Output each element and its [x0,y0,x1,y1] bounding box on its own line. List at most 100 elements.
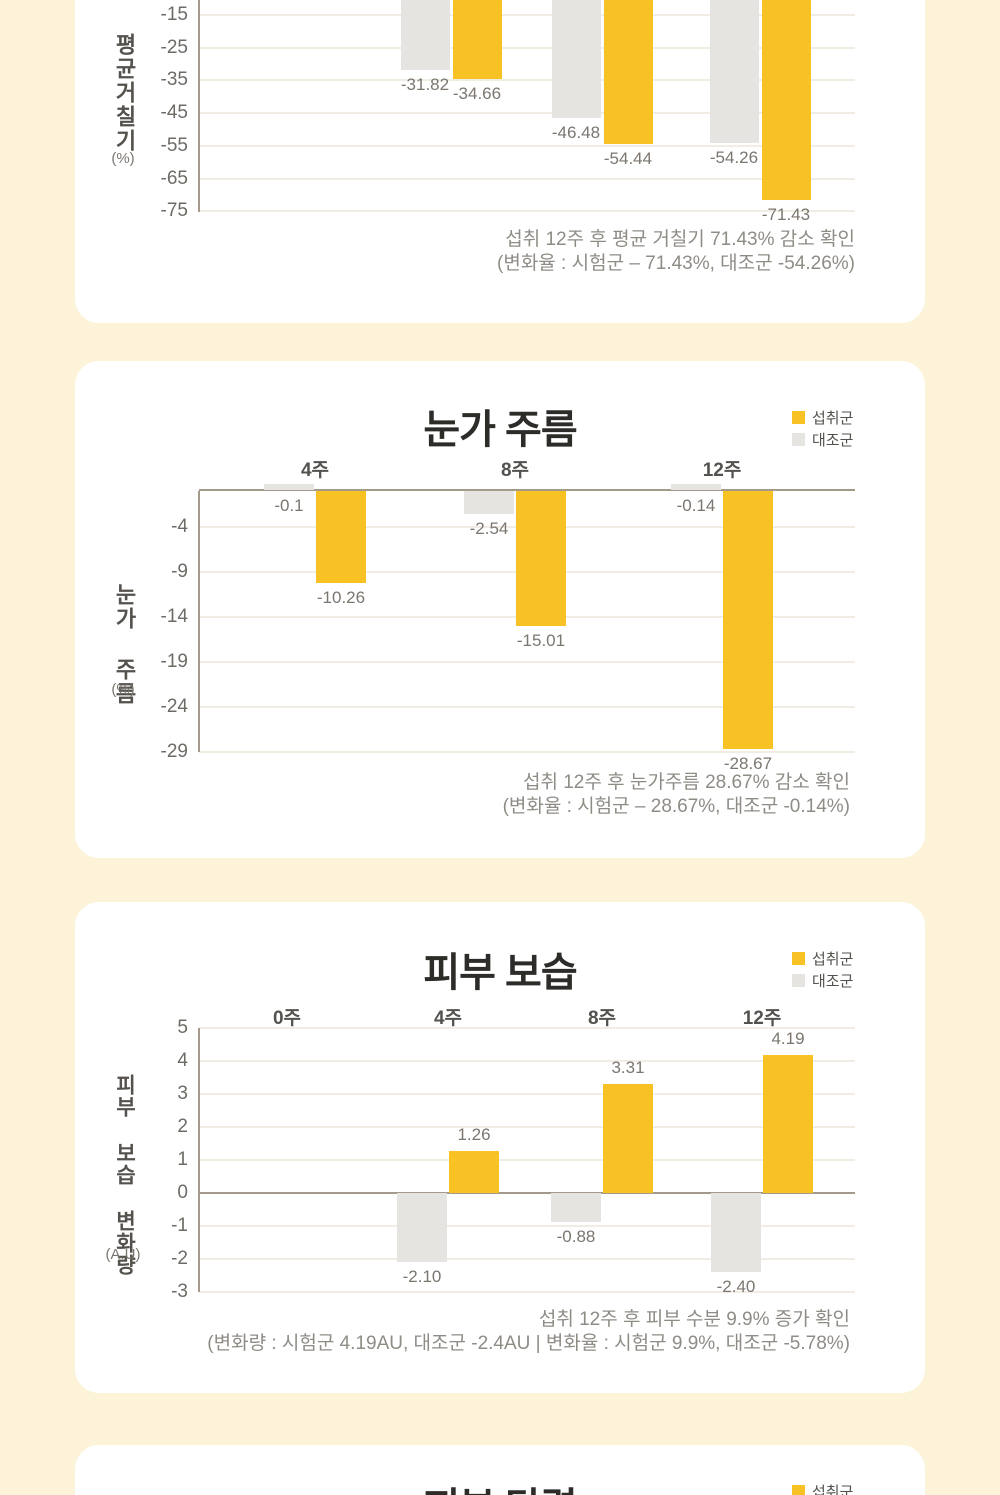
legend-item-intake: 섭취군 [792,406,853,428]
category-label: 4주 [433,1008,463,1029]
caption-line: 섭취 12주 후 눈가주름 28.67% 감소 확인 [522,772,850,793]
bar-intake [761,0,811,200]
chart-title: 피부 탄력 [75,1475,925,1495]
bar-intake [316,491,366,584]
bar-control [709,0,759,144]
y-tick-label: -65 [160,167,188,189]
chart-legend: 섭취군 대조군 [792,406,853,450]
bar-intake [763,1054,813,1193]
gridline [199,46,855,49]
y-axis-title: 평균거칠기 [112,33,137,153]
gridline [199,112,855,115]
gridline [199,1291,855,1293]
category-label: 12주 [702,460,742,481]
bar-control [551,1193,601,1223]
bar-value-label: 4.19 [771,1028,805,1048]
gridline [199,144,855,147]
bar-value-label: -31.82 [400,75,450,95]
bar-value-label: -2.54 [469,518,509,538]
chart-card-elasticity: 피부 탄력 섭취군 [75,1445,925,1495]
gridline [199,79,855,82]
legend-label-intake: 섭취군 [812,409,854,427]
bar-value-label: -0.88 [556,1227,596,1247]
intake-swatch-icon [792,951,805,965]
y-axis-line [198,0,200,212]
bar-value-label: -28.67 [723,754,773,774]
bar-intake [723,491,773,750]
plot-area-moisture: 5 4 3 2 1 0 -1 -2 -3 0주 4주 8주 12주 -2.10 1.26 -0.88 3.31 -… [75,902,925,1393]
gridline [199,706,855,708]
plot-area-roughness: -15 -25 -35 -45 -55 -65 -75 -31.82 -34.66 -46.48-… [75,0,925,323]
legend-item-control: 대조군 [792,969,853,991]
y-tick-label: -1 [171,1215,188,1236]
gridline [199,1060,855,1062]
y-axis-line [198,491,200,752]
y-tick-label: -4 [171,516,188,537]
gridline [199,1225,855,1227]
y-tick-label: -75 [160,200,188,222]
chart-legend: 섭취군 [792,1480,853,1495]
chart-card-roughness: 평균거칠기 (%) -15 -25 -35 -45 -55 -65 -75 -31.82 -34… [75,0,925,323]
y-tick-label: -35 [160,69,188,91]
legend-label-control: 대조군 [812,972,854,990]
gridline [199,177,855,180]
legend-item-intake: 섭취군 [792,947,853,969]
y-tick-label: -45 [160,102,188,124]
bar-intake [603,0,653,145]
legend-item-intake: 섭취군 [792,1480,853,1495]
category-label: 8주 [587,1008,617,1029]
zero-baseline [199,1192,855,1194]
legend-label-intake: 섭취군 [812,950,854,968]
chart-caption-eye-wrinkle: 섭취 12주 후 눈가주름 28.67% 감소 확인 (변화율 : 시험군 – … [503,771,850,819]
bar-control [397,1193,447,1263]
bar-value-label: -2.10 [402,1267,442,1287]
bar-value-label: 1.26 [457,1125,491,1145]
bar-intake [452,0,502,80]
chart-title: 피부 보습 [423,951,577,995]
y-tick-label: -24 [160,696,188,717]
gridline [199,1027,855,1029]
caption-line: (변화율 : 시험군 – 71.43%, 대조군 -54.26%) [497,253,855,274]
caption-line: 섭취 12주 후 평균 거칠기 71.43% 감소 확인 [505,229,855,250]
category-label: 12주 [742,1008,782,1029]
bar-value-label: -2.40 [716,1277,756,1297]
bar-control [464,491,514,514]
bar-control [711,1193,761,1273]
bar-control [671,484,721,490]
bar-control [264,484,314,490]
y-tick-label: -2 [171,1248,188,1269]
y-axis-unit: (A.U) [105,1246,141,1263]
y-axis-title: 피부 보습 변화량 [113,1074,136,1276]
y-tick-label: 2 [177,1116,188,1137]
y-tick-label: 1 [177,1149,188,1170]
chart-caption-roughness: 섭취 12주 후 평균 거칠기 71.43% 감소 확인 (변화율 : 시험군 … [497,228,855,276]
category-label: 4주 [300,460,330,481]
bar-value-label: -71.43 [761,204,811,224]
legend-label-control: 대조군 [812,431,854,449]
bar-intake [449,1151,499,1193]
chart-caption-moisture: 섭취 12주 후 피부 수분 9.9% 증가 확인 (변화량 : 시험군 4.1… [207,1308,850,1356]
bar-control [400,0,450,71]
bar-value-label: -10.26 [316,588,366,608]
y-axis-title: 눈가 주름 [112,583,137,706]
gridline [199,1258,855,1260]
legend-item-control: 대조군 [792,428,853,450]
gridline [199,751,855,753]
gridline [199,14,855,17]
bar-value-label: -0.1 [274,496,304,515]
intake-swatch-icon [792,410,805,424]
y-tick-label: -29 [160,741,188,762]
control-swatch-icon [792,973,805,987]
bar-value-label: -0.14 [676,496,716,515]
category-label: 8주 [500,460,530,481]
control-swatch-icon [792,432,805,446]
caption-line: 섭취 12주 후 피부 수분 9.9% 증가 확인 [538,1309,850,1330]
chart-title: 눈가 주름 [423,408,577,452]
y-tick-label: -3 [171,1281,188,1302]
bar-intake [516,491,566,627]
chart-card-eye-wrinkle: 눈가 주름 섭취군 대조군 눈가 주름 (%) -4 -9 -14 -19 -24 -29… [75,361,925,858]
chart-legend: 섭취군 대조군 [792,947,853,991]
bar-control [551,0,601,118]
y-tick-label: -14 [160,606,188,627]
